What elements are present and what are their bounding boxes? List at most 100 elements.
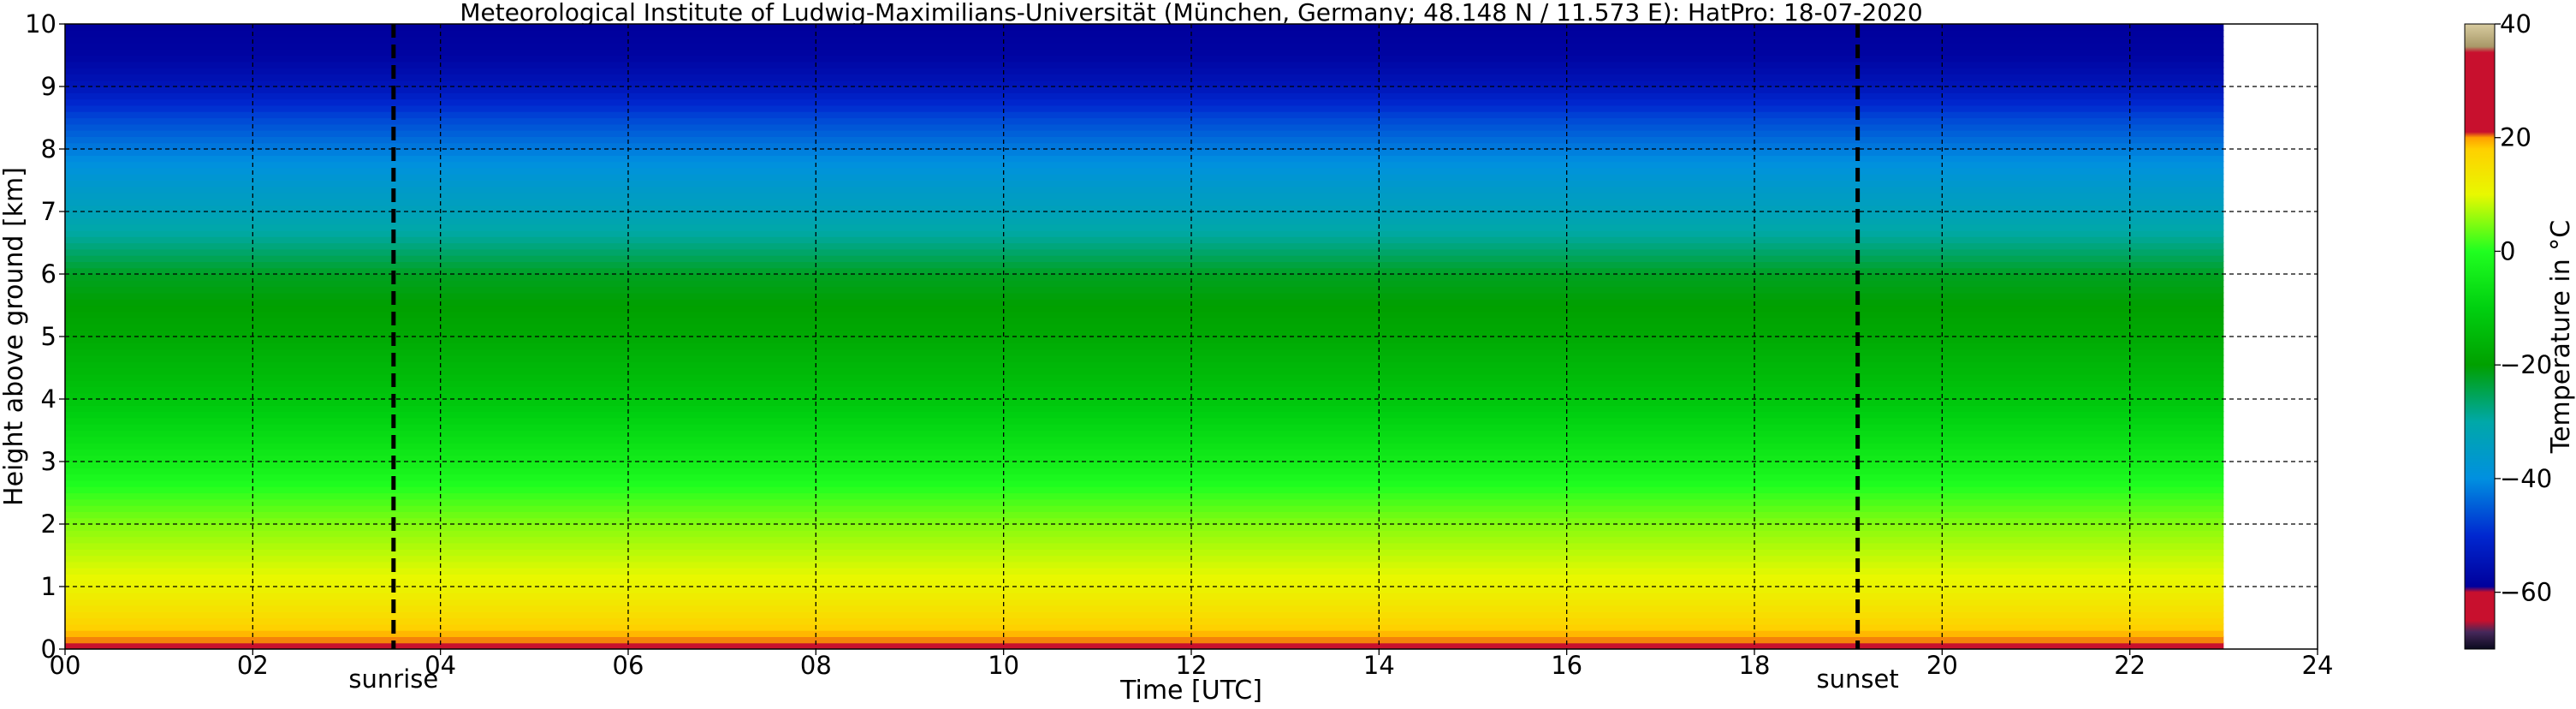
heatmap-band xyxy=(65,24,2224,31)
heatmap-band xyxy=(65,360,2224,369)
heatmap-band xyxy=(65,279,2224,288)
heatmap-band xyxy=(65,73,2224,81)
x-tick-label: 04 xyxy=(424,651,456,680)
heatmap-band xyxy=(65,292,2224,300)
heatmap-band xyxy=(65,417,2224,425)
y-tick-label: 0 xyxy=(41,635,56,664)
x-tick-label: 22 xyxy=(2114,651,2146,680)
chart-title: Meteorological Institute of Ludwig-Maxim… xyxy=(460,0,1922,27)
heatmap-band xyxy=(65,498,2224,506)
heatmap-band xyxy=(65,455,2224,462)
x-tick-label: 20 xyxy=(1926,651,1958,680)
heatmap-band xyxy=(65,561,2224,569)
heatmap-band xyxy=(65,54,2224,63)
x-axis-label: Time [UTC] xyxy=(1119,676,1262,706)
heatmap-band xyxy=(65,179,2224,188)
heatmap-band xyxy=(65,298,2224,307)
heatmap-band xyxy=(65,599,2224,606)
heatmap-band xyxy=(65,373,2224,381)
heatmap-band xyxy=(65,286,2224,294)
heatmap-band xyxy=(65,48,2224,57)
heatmap-band xyxy=(65,36,2224,44)
heatmap-band xyxy=(65,104,2224,112)
heatmap-band xyxy=(65,148,2224,156)
heatmap-band xyxy=(65,635,2224,644)
x-tick-label: 08 xyxy=(800,651,832,680)
y-tick-label: 8 xyxy=(41,134,56,164)
heatmap-band xyxy=(65,229,2224,237)
y-tick-label: 6 xyxy=(41,259,56,289)
heatmap-band xyxy=(65,211,2224,218)
heatmap-band xyxy=(65,467,2224,475)
heatmap-band xyxy=(65,474,2224,481)
colorbar-tick-label: 20 xyxy=(2500,123,2531,152)
heatmap-band xyxy=(65,186,2224,194)
heatmap-band xyxy=(65,411,2224,419)
heatmap-band xyxy=(65,567,2224,575)
heatmap-band xyxy=(65,123,2224,131)
heatmap-band xyxy=(65,80,2224,87)
heatmap-band xyxy=(65,304,2224,313)
heatmap-band xyxy=(65,323,2224,331)
x-tick-label: 14 xyxy=(1363,651,1395,680)
heatmap-band xyxy=(65,504,2224,512)
heatmap-band xyxy=(65,617,2224,625)
heatmap-band xyxy=(65,492,2224,500)
heatmap-band xyxy=(65,273,2224,281)
heatmap-band xyxy=(65,366,2224,375)
colorbar-tick-label: −60 xyxy=(2500,578,2552,607)
heatmap-band xyxy=(65,248,2224,256)
heatmap-band xyxy=(65,154,2224,163)
heatmap-band xyxy=(65,629,2224,637)
x-axis-ticks: 00 02 04 06 08 10 12 14 16 18 20 22 24 xyxy=(50,649,2334,680)
heatmap-band xyxy=(65,342,2224,350)
heatmap-band xyxy=(65,448,2224,456)
y-tick-label: 9 xyxy=(41,72,56,101)
heatmap-band xyxy=(65,354,2224,362)
heatmap-band xyxy=(65,436,2224,444)
heatmap-band xyxy=(65,336,2224,343)
heatmap-band xyxy=(65,548,2224,557)
colorbar-ticks: 40 20 0 −20 −40 −60 xyxy=(2495,9,2552,607)
heatmap-band xyxy=(65,98,2224,106)
y-axis-ticks: 0 1 2 3 4 5 6 7 8 9 10 xyxy=(25,9,65,664)
heatmap-band xyxy=(65,110,2224,119)
y-tick-label: 5 xyxy=(41,322,56,351)
y-tick-label: 3 xyxy=(41,447,56,476)
x-tick-label: 12 xyxy=(1176,651,1208,680)
heatmap-band xyxy=(65,311,2224,319)
heatmap-band xyxy=(65,510,2224,519)
heatmap-band xyxy=(65,605,2224,612)
heatmap-band xyxy=(65,241,2224,250)
heatmap-band xyxy=(65,29,2224,38)
y-tick-label: 1 xyxy=(41,572,56,601)
colorbar-tick-label: 0 xyxy=(2500,236,2515,265)
x-tick-label: 18 xyxy=(1739,651,1771,680)
x-tick-label: 02 xyxy=(237,651,269,680)
heatmap-band xyxy=(65,379,2224,387)
heatmap-band xyxy=(65,205,2224,212)
heatmap-band xyxy=(65,642,2224,649)
y-tick-label: 2 xyxy=(41,509,56,539)
heatmap-band xyxy=(65,42,2224,50)
annotations: sunrise sunset xyxy=(348,24,1899,694)
heatmap-band xyxy=(65,542,2224,550)
heatmap-band xyxy=(65,536,2224,544)
x-tick-label: 10 xyxy=(988,651,1019,680)
colorbar xyxy=(2464,23,2496,650)
x-tick-label: 16 xyxy=(1551,651,1582,680)
heatmap-band xyxy=(65,235,2224,244)
heatmap-band xyxy=(65,129,2224,137)
annotation-label: sunrise xyxy=(348,664,438,694)
heatmap-band xyxy=(65,116,2224,125)
heatmap-band xyxy=(65,529,2224,538)
colorbar-label: Temperature in °C xyxy=(2546,220,2576,454)
heatmap-band xyxy=(65,586,2224,593)
heatmap-band xyxy=(65,404,2224,413)
heatmap-band xyxy=(65,554,2224,563)
x-tick-label: 24 xyxy=(2302,651,2334,680)
y-tick-label: 4 xyxy=(41,384,56,414)
heatmap-band xyxy=(65,161,2224,169)
